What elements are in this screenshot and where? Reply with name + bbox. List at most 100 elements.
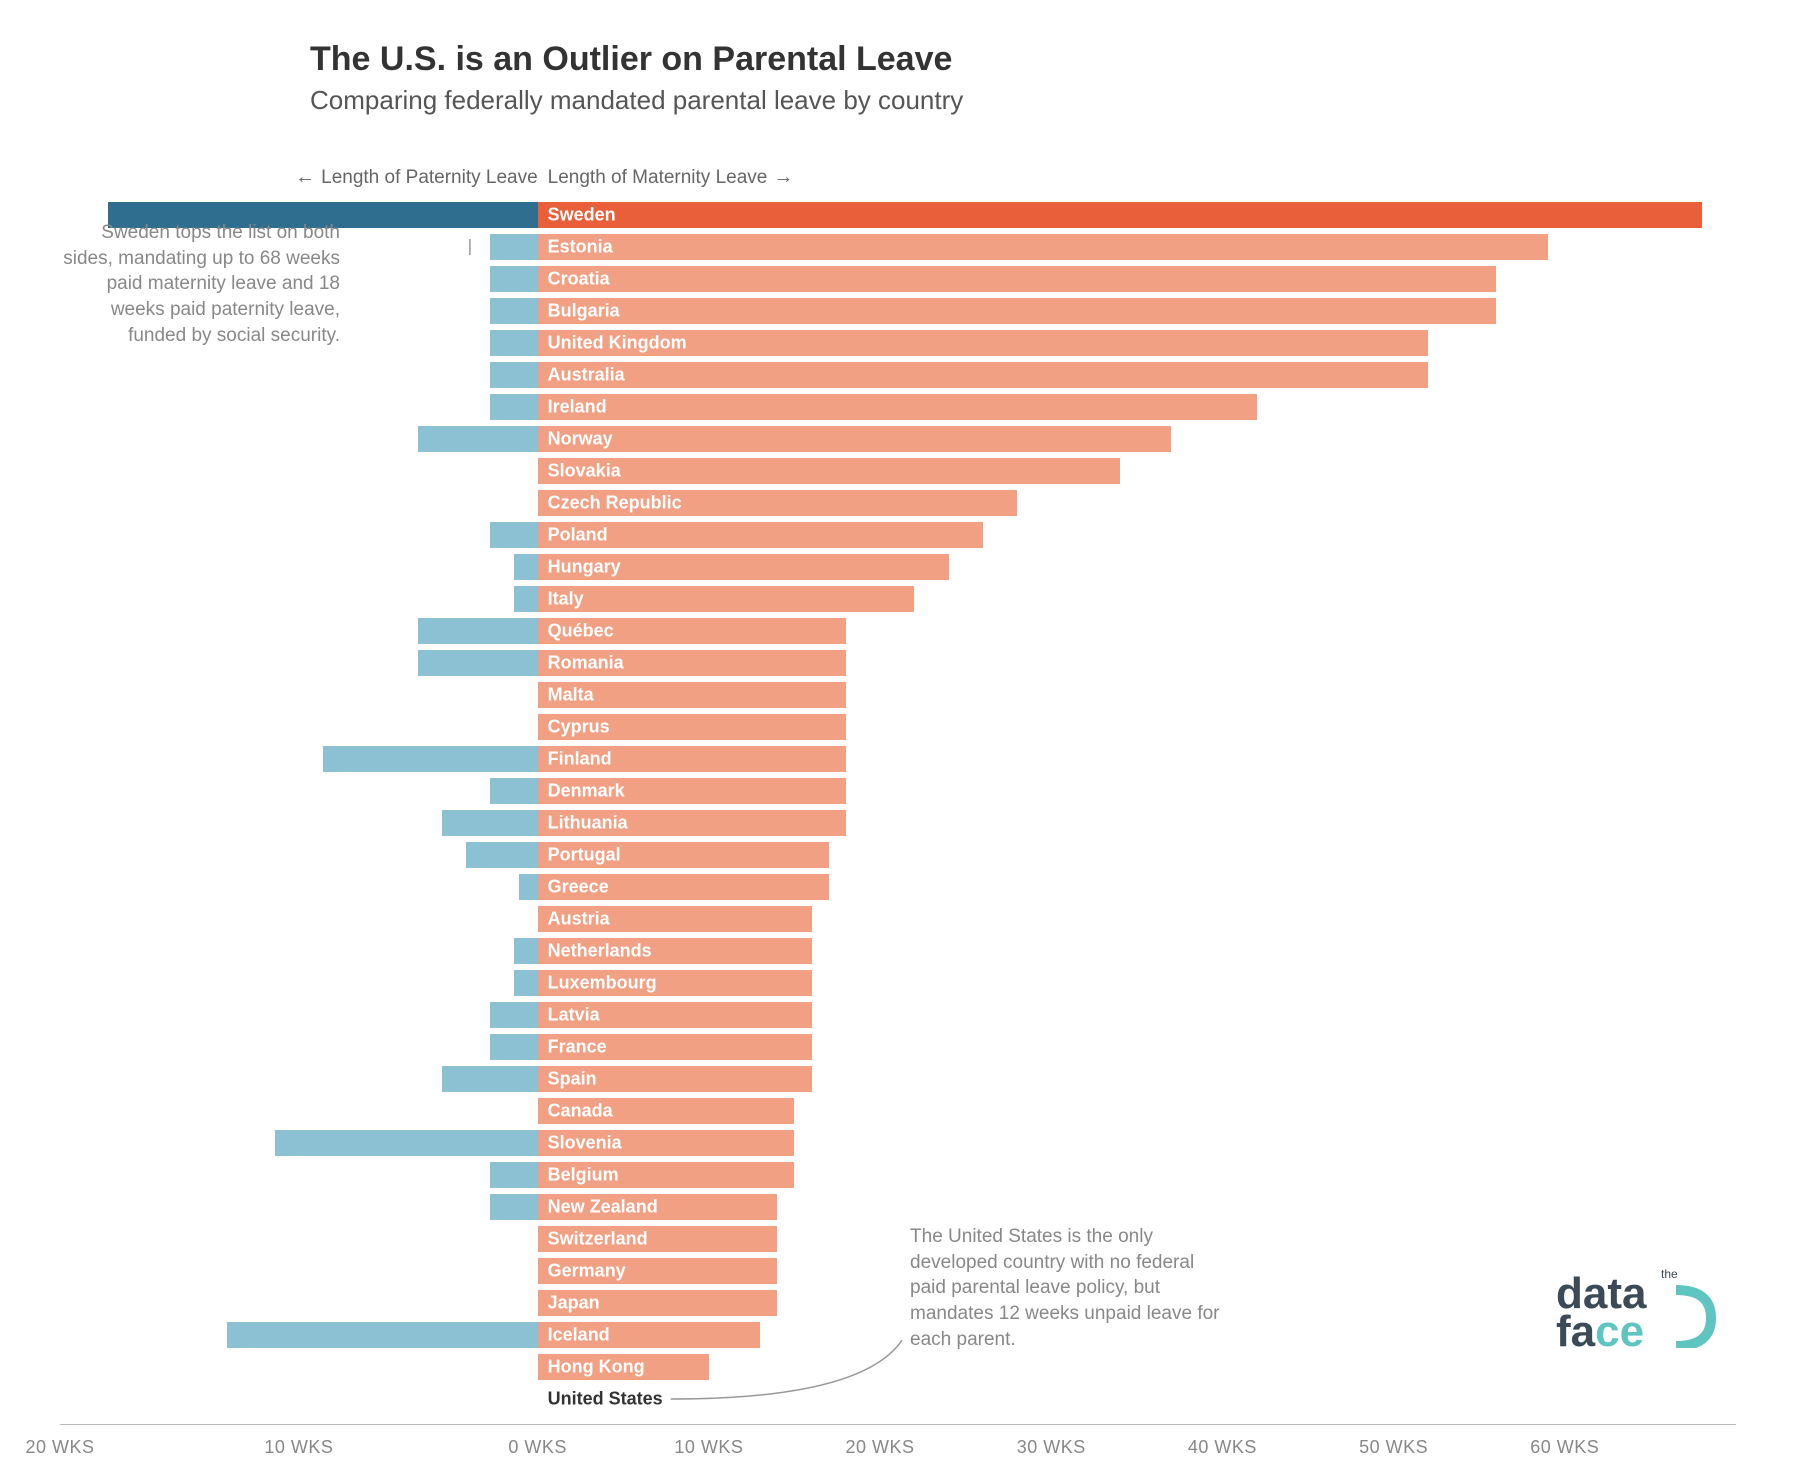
- x-axis-tick: 50 WKS: [1359, 1437, 1428, 1458]
- chart-row: Italy: [60, 584, 1736, 614]
- chart-row: Québec: [60, 616, 1736, 646]
- maternity-bar: [538, 330, 1428, 356]
- x-axis-tick: 10 WKS: [264, 1437, 333, 1458]
- maternity-bar: [538, 746, 846, 772]
- maternity-bar: [538, 682, 846, 708]
- paternity-bar: [490, 234, 538, 260]
- maternity-bar: [538, 1290, 778, 1316]
- chart-row: Norway: [60, 424, 1736, 454]
- logo-superscript: the: [1661, 1267, 1678, 1281]
- maternity-bar: [538, 1162, 795, 1188]
- chart-row: Slovakia: [60, 456, 1736, 486]
- maternity-bar: [538, 874, 829, 900]
- chart-area: SwedenEstoniaCroatiaBulgariaUnited Kingd…: [60, 200, 1736, 1414]
- maternity-bar: [538, 426, 1171, 452]
- paternity-bar: [490, 522, 538, 548]
- maternity-bar: [538, 458, 1120, 484]
- paternity-bar: [514, 586, 538, 612]
- paternity-bar: [490, 330, 538, 356]
- maternity-bar: [538, 714, 846, 740]
- maternity-bar: [538, 778, 846, 804]
- annotation-sweden: Sweden tops the list on both sides, mand…: [60, 220, 340, 348]
- paternity-bar: [490, 778, 538, 804]
- paternity-bar: [442, 1066, 538, 1092]
- maternity-bar: [538, 1258, 778, 1284]
- maternity-bar: [538, 522, 983, 548]
- chart-row: Ireland: [60, 392, 1736, 422]
- maternity-bar: [538, 1354, 709, 1380]
- paternity-bar: [519, 874, 538, 900]
- maternity-bar: [538, 842, 829, 868]
- paternity-bar: [227, 1322, 537, 1348]
- logo-arc-icon: [1676, 1290, 1711, 1346]
- chart-row: Spain: [60, 1064, 1736, 1094]
- paternity-bar: [514, 554, 538, 580]
- chart-row: Netherlands: [60, 936, 1736, 966]
- paternity-bar: [442, 810, 538, 836]
- paternity-bar: [490, 1034, 538, 1060]
- chart-row: Portugal: [60, 840, 1736, 870]
- paternity-bar: [466, 842, 538, 868]
- maternity-bar: [538, 298, 1497, 324]
- maternity-bar: [538, 1194, 778, 1220]
- paternity-bar: [490, 266, 538, 292]
- maternity-bar: [538, 618, 846, 644]
- axis-right-label: Length of Maternity Leave: [548, 166, 794, 189]
- maternity-bar: [538, 394, 1257, 420]
- paternity-bar: [490, 298, 538, 324]
- logo-line2: face: [1556, 1307, 1644, 1348]
- maternity-bar: [538, 490, 1017, 516]
- paternity-bar: [514, 970, 538, 996]
- chart-row: Cyprus: [60, 712, 1736, 742]
- axis-header: Length of Paternity Leave Length of Mate…: [60, 166, 1736, 194]
- x-axis-tick: 20 WKS: [846, 1437, 915, 1458]
- maternity-bar: [538, 1226, 778, 1252]
- paternity-bar: [418, 618, 537, 644]
- chart-row: Switzerland: [60, 1224, 1736, 1254]
- paternity-bar: [275, 1130, 538, 1156]
- paternity-bar: [490, 1002, 538, 1028]
- maternity-bar: [538, 938, 812, 964]
- paternity-bar: [418, 650, 537, 676]
- x-axis-tick: 60 WKS: [1530, 1437, 1599, 1458]
- x-axis-tick: 10 WKS: [674, 1437, 743, 1458]
- x-axis-tick: 20 WKS: [25, 1437, 94, 1458]
- maternity-bar: [538, 586, 915, 612]
- paternity-bar: [490, 1162, 538, 1188]
- chart-row: Finland: [60, 744, 1736, 774]
- chart-row: Hungary: [60, 552, 1736, 582]
- chart-row: Australia: [60, 360, 1736, 390]
- maternity-bar: [538, 266, 1497, 292]
- chart-row: Poland: [60, 520, 1736, 550]
- x-axis: 20 WKS10 WKS0 WKS10 WKS20 WKS30 WKS40 WK…: [60, 1424, 1736, 1474]
- maternity-bar: [538, 906, 812, 932]
- chart-row: Germany: [60, 1256, 1736, 1286]
- chart-row: Malta: [60, 680, 1736, 710]
- chart-subtitle: Comparing federally mandated parental le…: [310, 85, 1736, 116]
- chart-row: Romania: [60, 648, 1736, 678]
- chart-row: Austria: [60, 904, 1736, 934]
- chart-row: Latvia: [60, 1000, 1736, 1030]
- paternity-bar: [514, 938, 538, 964]
- chart-row: Denmark: [60, 776, 1736, 806]
- chart-title: The U.S. is an Outlier on Parental Leave: [310, 40, 1736, 79]
- paternity-bar: [323, 746, 538, 772]
- paternity-bar: [490, 1194, 538, 1220]
- chart-row: Iceland: [60, 1320, 1736, 1350]
- maternity-bar: [538, 554, 949, 580]
- axis-left-label: Length of Paternity Leave: [295, 166, 538, 189]
- maternity-bar: [538, 234, 1548, 260]
- chart-row: Greece: [60, 872, 1736, 902]
- chart-row: New Zealand: [60, 1192, 1736, 1222]
- chart-row: Hong Kong: [60, 1352, 1736, 1382]
- x-axis-tick: 40 WKS: [1188, 1437, 1257, 1458]
- maternity-bar: [538, 202, 1702, 228]
- annotation-us: The United States is the only developed …: [910, 1224, 1230, 1352]
- maternity-bar: [538, 650, 846, 676]
- chart-row: Lithuania: [60, 808, 1736, 838]
- paternity-bar: [490, 394, 538, 420]
- country-label: United States: [548, 1389, 663, 1410]
- x-axis-tick: 30 WKS: [1017, 1437, 1086, 1458]
- chart-row: France: [60, 1032, 1736, 1062]
- paternity-bar: [490, 362, 538, 388]
